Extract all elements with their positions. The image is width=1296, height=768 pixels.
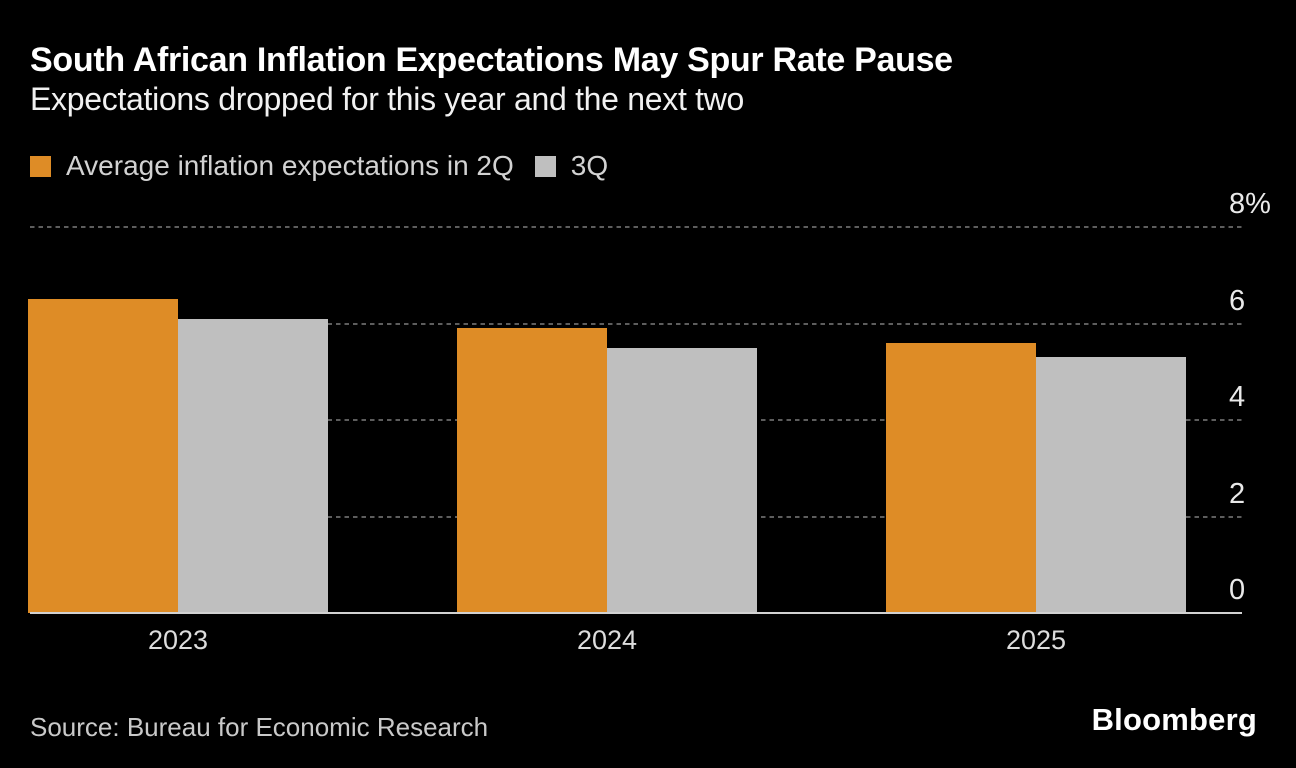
legend: Average inflation expectations in 2Q 3Q [30, 150, 608, 182]
chart-title: South African Inflation Expectations May… [30, 41, 953, 79]
bar-2024-2q [457, 328, 607, 613]
x-axis-baseline [30, 612, 1242, 614]
chart-subtitle: Expectations dropped for this year and t… [30, 81, 745, 117]
y-axis-label-4: 4 [1229, 381, 1246, 413]
legend-swatch-2q-icon [30, 155, 51, 177]
gridline-8 [30, 226, 1242, 228]
y-axis-label-8: 8% [1229, 188, 1271, 220]
bar-2023-2q [28, 299, 178, 613]
legend-item-2q: Average inflation expectations in 2Q [30, 150, 514, 182]
x-axis-label-2023: 2023 [147, 625, 209, 655]
y-axis-label-2: 2 [1229, 477, 1246, 510]
y-axis-label-0: 0 [1229, 574, 1246, 606]
legend-swatch-3q-icon [534, 155, 556, 177]
bar-2023-3q [178, 318, 328, 613]
source-note: Source: Bureau for Economic Research [30, 712, 489, 742]
legend-label-2q: Average inflation expectations in 2Q [66, 150, 514, 181]
bar-2024-3q [607, 347, 757, 613]
legend-label-3q: 3Q [570, 150, 609, 181]
bar-2025-2q [886, 342, 1036, 613]
gridline-6 [30, 322, 1242, 325]
x-axis-label-2024: 2024 [576, 625, 638, 655]
bloomberg-logo: Bloomberg [1091, 702, 1257, 737]
x-axis-label-2025: 2025 [1005, 625, 1067, 655]
bar-2025-3q [1036, 357, 1186, 613]
y-axis-label-6: 6 [1229, 284, 1246, 317]
legend-item-3q: 3Q [534, 150, 609, 182]
